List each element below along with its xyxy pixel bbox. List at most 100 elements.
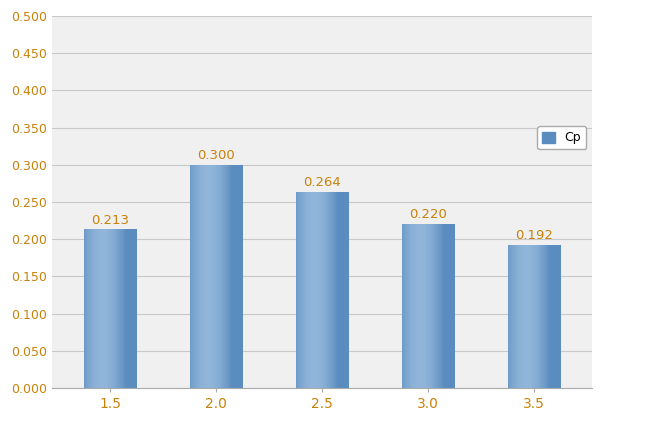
Bar bbox=[223, 165, 224, 388]
Bar bbox=[439, 224, 440, 388]
Bar bbox=[105, 230, 106, 388]
Bar bbox=[546, 245, 548, 388]
Bar bbox=[210, 165, 211, 388]
Bar bbox=[441, 224, 442, 388]
Bar bbox=[228, 165, 230, 388]
Bar bbox=[558, 245, 559, 388]
Bar bbox=[197, 165, 199, 388]
Bar bbox=[308, 192, 309, 388]
Bar bbox=[330, 192, 331, 388]
Bar bbox=[217, 165, 218, 388]
Bar bbox=[207, 165, 209, 388]
Bar bbox=[549, 245, 550, 388]
Bar bbox=[432, 224, 433, 388]
Bar bbox=[312, 192, 314, 388]
Bar bbox=[219, 165, 220, 388]
Bar bbox=[419, 224, 420, 388]
Bar bbox=[85, 230, 87, 388]
Bar bbox=[516, 245, 518, 388]
Bar bbox=[319, 192, 321, 388]
Legend: Cp: Cp bbox=[537, 127, 586, 149]
Bar bbox=[197, 165, 198, 388]
Bar bbox=[522, 245, 523, 388]
Bar bbox=[307, 192, 308, 388]
Bar bbox=[203, 165, 204, 388]
Bar bbox=[413, 224, 414, 388]
Bar bbox=[232, 165, 233, 388]
Bar bbox=[346, 192, 347, 388]
Bar bbox=[404, 224, 405, 388]
Text: 0.213: 0.213 bbox=[91, 214, 129, 227]
Bar bbox=[534, 245, 535, 388]
Bar bbox=[515, 245, 516, 388]
Bar bbox=[107, 230, 108, 388]
Bar bbox=[511, 245, 512, 388]
Bar bbox=[136, 230, 137, 388]
Bar bbox=[100, 230, 102, 388]
Bar bbox=[213, 165, 214, 388]
Bar bbox=[125, 230, 126, 388]
Bar bbox=[111, 230, 112, 388]
Bar bbox=[94, 230, 95, 388]
Bar bbox=[98, 230, 99, 388]
Bar bbox=[321, 192, 322, 388]
Bar bbox=[316, 192, 317, 388]
Bar bbox=[422, 224, 423, 388]
Bar bbox=[131, 230, 133, 388]
Bar bbox=[520, 245, 521, 388]
Bar bbox=[523, 245, 525, 388]
Bar bbox=[418, 224, 419, 388]
Bar bbox=[202, 165, 203, 388]
Bar bbox=[528, 245, 529, 388]
Bar bbox=[521, 245, 522, 388]
Bar bbox=[348, 192, 349, 388]
Bar bbox=[427, 224, 428, 388]
Text: 0.300: 0.300 bbox=[197, 149, 235, 162]
Bar bbox=[426, 224, 427, 388]
Bar bbox=[200, 165, 201, 388]
Bar bbox=[121, 230, 122, 388]
Bar bbox=[408, 224, 409, 388]
Bar bbox=[230, 165, 232, 388]
Bar bbox=[512, 245, 513, 388]
Bar bbox=[550, 245, 551, 388]
Bar bbox=[201, 165, 202, 388]
Bar bbox=[128, 230, 129, 388]
Bar bbox=[241, 165, 242, 388]
Bar bbox=[409, 224, 410, 388]
Bar bbox=[325, 192, 326, 388]
Bar bbox=[205, 165, 206, 388]
Bar bbox=[332, 192, 333, 388]
Bar bbox=[238, 165, 239, 388]
Bar bbox=[337, 192, 338, 388]
Bar bbox=[315, 192, 316, 388]
Bar bbox=[194, 165, 195, 388]
Bar bbox=[451, 224, 452, 388]
Bar bbox=[301, 192, 302, 388]
Bar bbox=[327, 192, 329, 388]
Bar bbox=[298, 192, 299, 388]
Bar bbox=[334, 192, 335, 388]
Bar bbox=[347, 192, 348, 388]
Bar bbox=[417, 224, 418, 388]
Bar bbox=[87, 230, 89, 388]
Bar bbox=[434, 224, 436, 388]
Bar bbox=[442, 224, 443, 388]
Bar bbox=[226, 165, 227, 388]
Bar bbox=[304, 192, 306, 388]
Bar bbox=[548, 245, 549, 388]
Bar bbox=[339, 192, 340, 388]
Bar bbox=[89, 230, 90, 388]
Bar bbox=[430, 224, 431, 388]
Bar bbox=[242, 165, 243, 388]
Bar bbox=[317, 192, 318, 388]
Bar bbox=[303, 192, 304, 388]
Bar bbox=[454, 224, 455, 388]
Bar bbox=[554, 245, 556, 388]
Bar bbox=[196, 165, 197, 388]
Bar bbox=[227, 165, 228, 388]
Bar bbox=[453, 224, 454, 388]
Bar bbox=[212, 165, 213, 388]
Bar bbox=[195, 165, 196, 388]
Bar bbox=[233, 165, 234, 388]
